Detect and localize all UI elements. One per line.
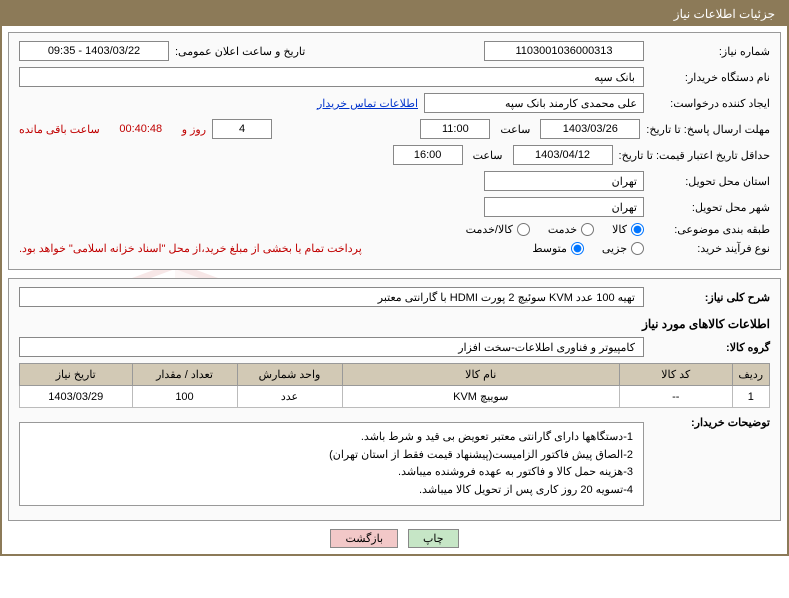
items-table: ردیفکد کالانام کالاواحد شمارشتعداد / مقد… <box>19 363 770 408</box>
table-header-cell: تاریخ نیاز <box>20 364 133 386</box>
table-cell: -- <box>620 386 733 408</box>
table-cell: سوییچ KVM <box>342 386 620 408</box>
items-heading: اطلاعات کالاهای مورد نیاز <box>19 317 770 331</box>
table-cell: 1403/03/29 <box>20 386 133 408</box>
requester-field: علی محمدی کارمند بانک سپه <box>424 93 644 113</box>
notes-label: توضیحات خریدار: <box>650 416 770 429</box>
time-label-2: ساعت <box>469 149 507 162</box>
desc-label: شرح کلی نیاز: <box>650 291 770 304</box>
table-cell: 1 <box>732 386 770 408</box>
button-row: چاپ بازگشت <box>8 529 781 548</box>
radio-both[interactable]: کالا/خدمت <box>466 223 530 236</box>
treasury-note: پرداخت تمام یا بخشی از مبلغ خرید،از محل … <box>19 242 362 255</box>
remaining-suffix: ساعت باقی مانده <box>19 123 100 136</box>
main-container: شماره نیاز: 1103001036000313 تاریخ و ساع… <box>0 26 789 556</box>
need-no-label: شماره نیاز: <box>650 45 770 58</box>
validity-label: حداقل تاریخ اعتبار قیمت: تا تاریخ: <box>619 149 770 162</box>
announce-label: تاریخ و ساعت اعلان عمومی: <box>175 45 305 58</box>
desc-field: تهیه 100 عدد KVM سوئیچ 2 پورت HDMI با گا… <box>19 287 644 307</box>
table-cell: 100 <box>132 386 237 408</box>
note-line: 3-هزینه حمل کالا و فاکتور به عهده فروشند… <box>30 464 633 482</box>
table-header-cell: واحد شمارش <box>237 364 342 386</box>
radio-small-input[interactable] <box>631 242 644 255</box>
radio-small[interactable]: جزیی <box>602 242 644 255</box>
table-header-cell: ردیف <box>732 364 770 386</box>
announce-field: 1403/03/22 - 09:35 <box>19 41 169 61</box>
days-remaining-field: 4 <box>212 119 272 139</box>
radio-goods[interactable]: کالا <box>612 223 644 236</box>
city-label: شهر محل تحویل: <box>650 201 770 214</box>
buyer-org-label: نام دستگاه خریدار: <box>650 71 770 84</box>
radio-medium[interactable]: متوسط <box>532 242 584 255</box>
need-no-field: 1103001036000313 <box>484 41 644 61</box>
notes-box: 1-دستگاهها دارای گارانتی معتبر تعویض بی … <box>19 422 644 506</box>
details-section: شرح کلی نیاز: تهیه 100 عدد KVM سوئیچ 2 پ… <box>8 278 781 521</box>
group-field: کامپیوتر و فناوری اطلاعات-سخت افزار <box>19 337 644 357</box>
province-field: تهران <box>484 171 644 191</box>
info-section: شماره نیاز: 1103001036000313 تاریخ و ساع… <box>8 32 781 270</box>
table-header-cell: نام کالا <box>342 364 620 386</box>
radio-medium-input[interactable] <box>571 242 584 255</box>
countdown: 4 روز و 00:40:48 ساعت باقی مانده <box>19 119 272 139</box>
page-header: جزئیات اطلاعات نیاز <box>0 0 789 26</box>
buyer-org-field: بانک سپه <box>19 67 644 87</box>
category-radio-group: کالا خدمت کالا/خدمت <box>466 223 644 236</box>
days-suffix: روز و <box>182 123 206 136</box>
category-label: طبقه بندی موضوعی: <box>650 223 770 236</box>
purchase-type-label: نوع فرآیند خرید: <box>650 242 770 255</box>
validity-date-field: 1403/04/12 <box>513 145 613 165</box>
deadline-date-field: 1403/03/26 <box>540 119 640 139</box>
print-button[interactable]: چاپ <box>408 529 459 548</box>
page-title: جزئیات اطلاعات نیاز <box>674 7 775 21</box>
back-button[interactable]: بازگشت <box>330 529 398 548</box>
note-line: 2-الصاق پیش فاکتور الزامیست(پیشنهاد قیمت… <box>30 447 633 465</box>
note-line: 1-دستگاهها دارای گارانتی معتبر تعویض بی … <box>30 429 633 447</box>
radio-service-input[interactable] <box>581 223 594 236</box>
radio-both-input[interactable] <box>517 223 530 236</box>
validity-time-field: 16:00 <box>393 145 463 165</box>
requester-label: ایجاد کننده درخواست: <box>650 97 770 110</box>
table-header-cell: کد کالا <box>620 364 733 386</box>
table-row: 1--سوییچ KVMعدد1001403/03/29 <box>20 386 770 408</box>
city-field: تهران <box>484 197 644 217</box>
table-header-cell: تعداد / مقدار <box>132 364 237 386</box>
radio-service[interactable]: خدمت <box>548 223 594 236</box>
purchase-radio-group: جزیی متوسط <box>532 242 644 255</box>
time-label-1: ساعت <box>496 123 534 136</box>
deadline-label: مهلت ارسال پاسخ: تا تاریخ: <box>646 123 770 136</box>
contact-link[interactable]: اطلاعات تماس خریدار <box>317 97 418 110</box>
radio-goods-input[interactable] <box>631 223 644 236</box>
deadline-time-field: 11:00 <box>420 119 490 139</box>
note-line: 4-تسویه 20 روز کاری پس از تحویل کالا میب… <box>30 482 633 500</box>
countdown-time: 00:40:48 <box>106 119 176 139</box>
group-label: گروه کالا: <box>650 341 770 354</box>
province-label: استان محل تحویل: <box>650 175 770 188</box>
table-cell: عدد <box>237 386 342 408</box>
